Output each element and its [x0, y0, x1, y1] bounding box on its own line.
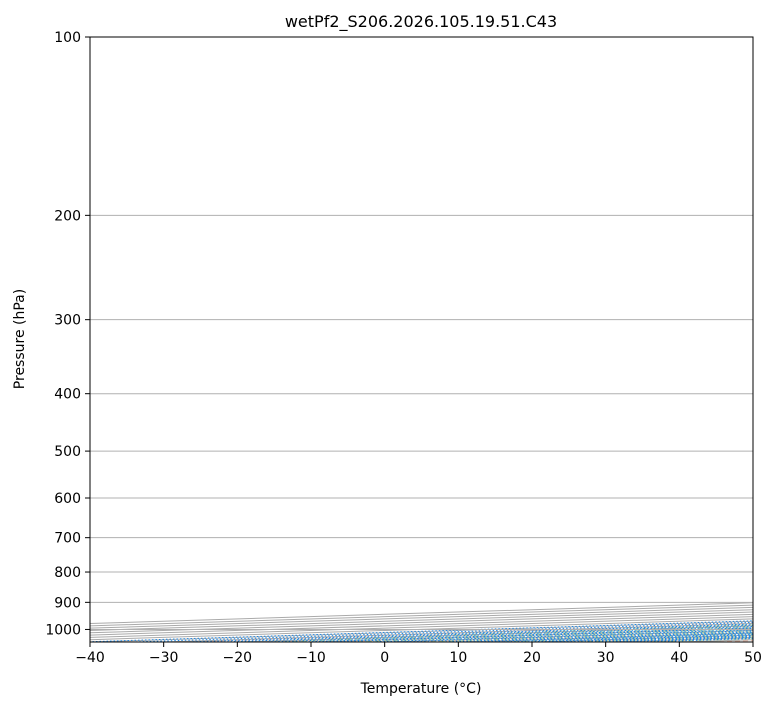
x-tick-label: −40 [75, 650, 105, 666]
isotherm-line [90, 618, 753, 641]
dry-adiabat-line [338, 627, 753, 642]
x-axis-label: Temperature (°C) [360, 681, 482, 697]
moist-adiabat-line [274, 625, 753, 642]
moist-adiabat-line [568, 635, 753, 642]
y-tick-label: 300 [54, 313, 81, 329]
y-tick-label: 500 [54, 444, 81, 460]
y-tick-label: 400 [54, 387, 81, 403]
mixing-ratio-line [131, 621, 753, 642]
y-tick-label: 600 [54, 491, 81, 507]
x-tick-label: 30 [597, 650, 615, 666]
x-tick-label: −10 [296, 650, 326, 666]
moist-adiabat-line [679, 639, 753, 642]
y-tick-label: 700 [54, 531, 81, 547]
moist-adiabat-line [384, 629, 753, 642]
y-tick-label: 100 [54, 30, 81, 46]
isotherm-line [458, 632, 753, 642]
x-tick-label: 50 [744, 650, 762, 666]
isotherm-line [237, 625, 753, 642]
dry-adiabat-line [636, 637, 753, 642]
moist-adiabat-line [531, 634, 753, 642]
isotherm-line [90, 604, 753, 627]
isotherm-line [90, 613, 753, 636]
x-tick-label: −20 [223, 650, 253, 666]
moist-adiabat-line [347, 628, 753, 642]
isotherm-line [90, 606, 753, 629]
background-lines [90, 602, 753, 642]
dry-adiabat-line [188, 622, 753, 642]
x-tick-label: 20 [523, 650, 541, 666]
dry-adiabat-line [562, 635, 753, 642]
isotherm-line [752, 641, 753, 642]
moist-adiabat-line [495, 633, 753, 642]
mixing-ratio-line [572, 635, 753, 642]
moist-adiabat-line [642, 637, 753, 642]
moist-adiabat-line [421, 630, 753, 642]
isotherm-line [90, 616, 753, 638]
isotherm-line [90, 611, 753, 634]
isotherm-line [310, 627, 753, 642]
y-axis-label: Pressure (hPa) [12, 289, 28, 389]
plot-frame [89, 36, 754, 643]
isotherm-line [90, 602, 753, 625]
y-tick-label: 800 [54, 565, 81, 581]
isotherm-line [90, 620, 753, 642]
moist-adiabat-line [310, 626, 753, 642]
dry-adiabat-line [263, 625, 753, 642]
mixing-ratio-line [546, 634, 753, 642]
isotherm-line [384, 629, 753, 642]
pressure-gridlines [90, 36, 753, 630]
isotherm-line [531, 634, 753, 642]
x-tick-label: −30 [149, 650, 179, 666]
moist-adiabat-line [605, 636, 753, 642]
x-axis-ticks: −40 −30 −20 −10 0 10 20 30 40 50 [75, 642, 762, 666]
isotherm-line [679, 639, 753, 642]
y-tick-label: 900 [54, 595, 81, 611]
y-tick-label: 200 [54, 208, 81, 224]
moist-adiabat-line [458, 631, 753, 642]
x-tick-label: 10 [449, 650, 467, 666]
isotherm-line [90, 609, 753, 631]
chart-title: wetPf2_S206.2026.105.19.51.C43 [285, 12, 557, 32]
dry-adiabat-line [711, 640, 753, 642]
y-tick-label: 1000 [45, 622, 81, 638]
x-tick-label: 40 [670, 650, 688, 666]
moist-adiabat-line [237, 624, 753, 642]
y-axis-ticks: 100 200 300 400 500 600 700 800 900 1000 [45, 30, 90, 638]
dry-adiabat-line [412, 630, 753, 642]
isotherm-line [605, 636, 753, 642]
dry-adiabat-line [487, 632, 753, 642]
isotherm-line [163, 623, 753, 642]
x-tick-label: 0 [380, 650, 389, 666]
